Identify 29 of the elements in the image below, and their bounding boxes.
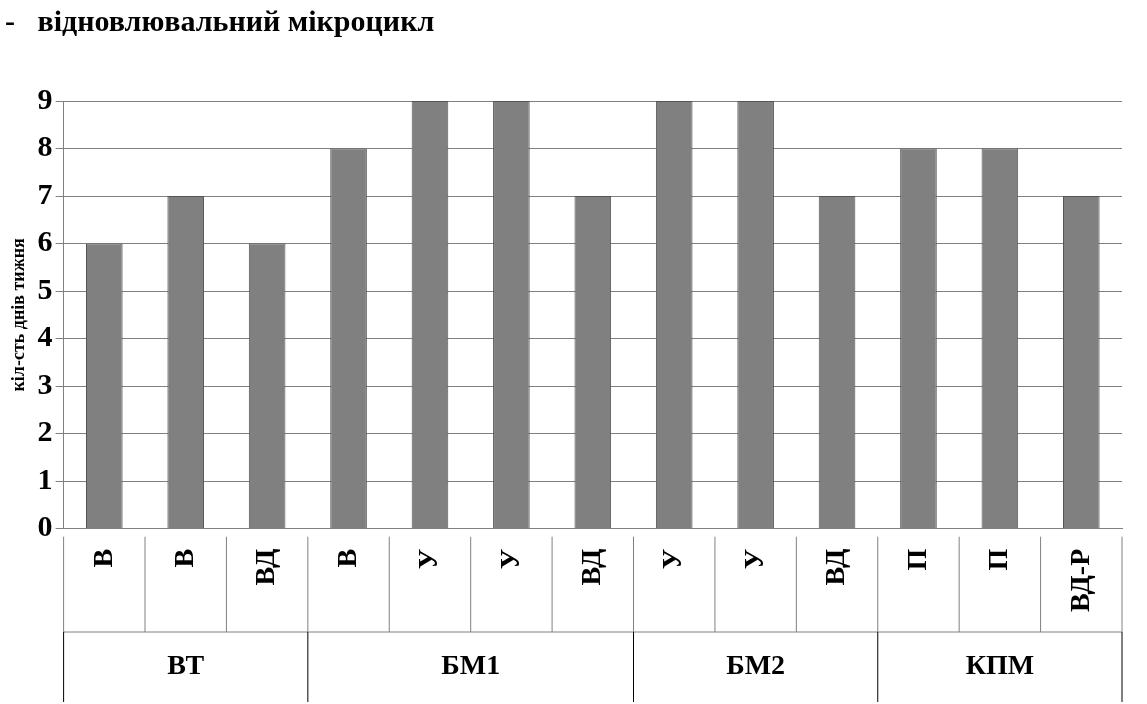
x-tick-label: ВД [575,548,607,586]
x-tick-label: П [982,548,1014,571]
x-tick-label: П [900,548,932,571]
x-tick-label: В [167,548,199,568]
y-tick-label: 5 [37,271,53,305]
x-tick-label: У [412,548,444,570]
x-tick-label: В [330,548,362,568]
y-tick-label: 4 [37,319,53,353]
x-tick-label: ВД-Р [1063,548,1095,613]
x-tick-label: ВД [249,548,281,586]
x-tick-label: В [86,548,118,568]
x-tick-label: У [656,548,688,570]
text: КПМ [965,649,1035,681]
y-tick-label: 3 [37,366,53,400]
chart-title: - відновлювальний мікроцикл [5,3,435,37]
y-tick-label: 0 [37,509,53,543]
y-tick-label: 6 [37,224,53,258]
text: БМ1 [441,649,501,681]
x-tick-label: У [737,548,769,570]
y-tick-label: 7 [37,176,53,210]
y-tick-label: 2 [37,414,53,448]
text: ВТ [167,649,205,681]
y-tick-label: 1 [37,461,53,495]
x-tick-label: ВД [819,548,851,586]
y-tick-label: 8 [37,129,53,163]
x-tick-label: У [493,548,525,570]
text: БМ2 [726,649,786,681]
y-tick-label: 9 [37,81,53,115]
y-axis-title: кіл-сть днів тижня [8,237,29,392]
